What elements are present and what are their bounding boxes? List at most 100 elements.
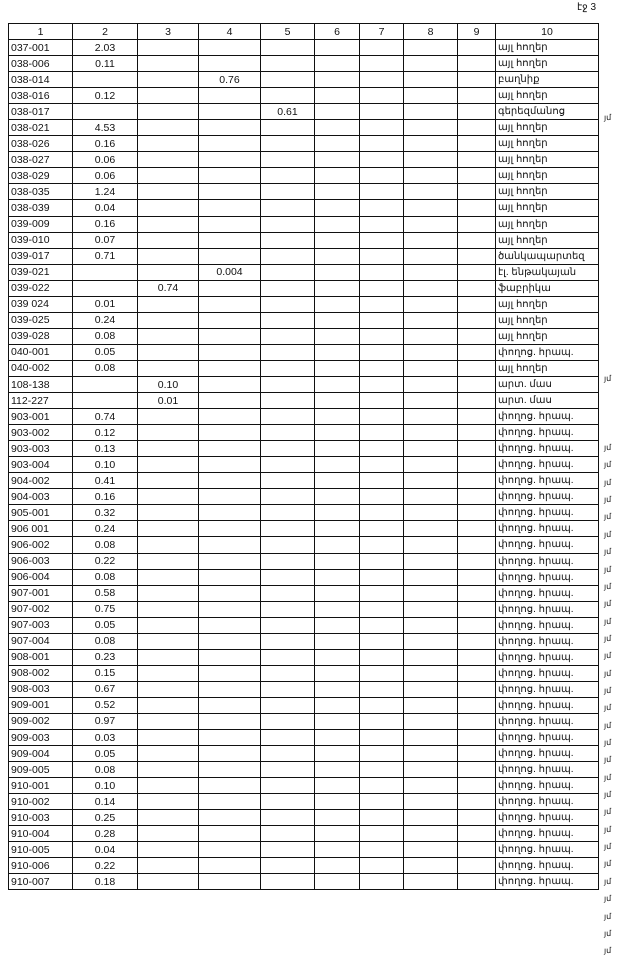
area-cell-col6 [314, 552, 360, 570]
area-cell-col6 [314, 841, 360, 859]
land-use-cell: այլ հողեր [495, 183, 599, 201]
table-row: 910-006 0.22 փողոց. հրապ. [8, 857, 599, 875]
area-cell-col8 [403, 552, 458, 570]
area-cell-col3 [137, 38, 199, 57]
table-row: 906-004 0.08 փողոց. հրապ. [8, 568, 599, 586]
area-cell-col2: 0.32 [72, 504, 138, 522]
area-cell-col3 [137, 135, 199, 153]
area-cell-col7 [359, 135, 404, 153]
area-cell-col2: 0.08 [72, 632, 138, 650]
margin-note: յմ [604, 946, 612, 955]
area-cell-col9 [457, 745, 496, 763]
area-cell-col5 [260, 343, 315, 361]
parcel-code-cell: 039-017 [8, 247, 73, 265]
area-cell-col9 [457, 215, 496, 233]
land-parcel-table: 1 2 3 4 5 6 7 8 9 10 037-001 2.03 այլ հողեր 038-006 0… [8, 23, 599, 891]
table-row: 903-004 0.10 փողոց. հրապ. [8, 456, 599, 474]
area-cell-col2: 0.28 [72, 825, 138, 843]
area-cell-col6 [314, 729, 360, 747]
area-cell-col9 [457, 87, 496, 105]
area-cell-col7 [359, 632, 404, 650]
area-cell-col3: 0.01 [137, 392, 199, 410]
land-use-cell: այլ հողեր [495, 311, 599, 329]
area-cell-col6 [314, 440, 360, 458]
area-cell-col9 [457, 408, 496, 426]
area-cell-col2 [72, 375, 138, 394]
table-row: 910-002 0.14 փողոց. հրապ. [8, 793, 599, 811]
area-cell-col7 [359, 103, 404, 121]
area-cell-col6 [314, 71, 360, 89]
area-cell-col8 [403, 103, 458, 121]
area-cell-col5 [260, 632, 315, 650]
land-use-cell: փողոց. հրապ. [495, 504, 599, 522]
area-cell-col4 [198, 664, 261, 682]
area-cell-col7 [359, 408, 404, 426]
area-cell-col4 [198, 199, 261, 217]
area-cell-col7 [359, 359, 404, 377]
margin-note: յմ [604, 668, 612, 678]
area-cell-col4 [198, 584, 261, 602]
area-cell-col7 [359, 263, 404, 281]
margin-note: յմ [604, 113, 612, 123]
area-cell-col8 [403, 119, 458, 137]
area-cell-col2 [72, 71, 138, 89]
area-cell-col3 [137, 536, 199, 554]
margin-note: յմ [604, 460, 612, 470]
land-use-cell: այլ հողեր [495, 167, 599, 185]
area-cell-col7 [359, 600, 404, 618]
parcel-code-cell: 909-005 [8, 761, 73, 779]
parcel-code-cell: 910-007 [8, 873, 73, 891]
table-row: 039-022 0.74 ֆաբրիկա [8, 279, 599, 297]
table-row: 040-001 0.05 փողոց. հրապ. [8, 343, 599, 361]
area-cell-col6 [314, 616, 360, 634]
area-cell-col6 [314, 215, 360, 233]
margin-note: յմ [604, 529, 612, 539]
area-cell-col4 [198, 183, 261, 201]
area-cell-col6 [314, 343, 360, 361]
area-cell-col6 [314, 183, 360, 201]
area-cell-col5 [260, 536, 315, 554]
table-row: 908-001 0.23 փողոց. հրապ. [8, 648, 599, 666]
parcel-code-cell: 908-002 [8, 664, 73, 682]
table-row: 038-026 0.16 այլ հողեր [8, 135, 599, 153]
area-cell-col5 [260, 199, 315, 217]
area-cell-col8 [403, 151, 458, 169]
area-cell-col6 [314, 488, 360, 506]
area-cell-col2: 0.08 [72, 327, 138, 345]
column-header-10: 10 [495, 23, 599, 40]
area-cell-col7 [359, 215, 404, 233]
area-cell-col4 [198, 841, 261, 859]
table-row: 038-039 0.04 այլ հողեր [8, 199, 599, 217]
table-row: 907-004 0.08 փողոց. հրապ. [8, 632, 599, 650]
area-cell-col6 [314, 424, 360, 442]
area-cell-col6 [314, 472, 360, 490]
parcel-code-cell: 910-002 [8, 793, 73, 811]
table-row: 039-017 0.71 ծանկապարտեզ [8, 247, 599, 265]
area-cell-col6 [314, 55, 360, 73]
table-row: 039-021 0.004 էլ. ենթակայան [8, 263, 599, 281]
area-cell-col5 [260, 873, 315, 891]
area-cell-col8 [403, 311, 458, 329]
area-cell-col5 [260, 263, 315, 281]
margin-note: յմ [604, 443, 612, 453]
area-cell-col4 [198, 38, 261, 57]
land-use-cell: փողոց. հրապ. [495, 456, 599, 474]
area-cell-col7 [359, 375, 404, 394]
land-use-cell: փողոց. հրապ. [495, 440, 599, 458]
table-row: 038-029 0.06 այլ հողեր [8, 167, 599, 185]
table-row: 039-025 0.24 այլ հողեր [8, 311, 599, 329]
area-cell-col8 [403, 600, 458, 618]
area-cell-col9 [457, 343, 496, 361]
area-cell-col7 [359, 552, 404, 570]
area-cell-col6 [314, 712, 360, 731]
table-row: 910-007 0.18 փողոց. հրապ. [8, 873, 599, 891]
area-cell-col6 [314, 392, 360, 410]
area-cell-col8 [403, 440, 458, 458]
area-cell-col6 [314, 664, 360, 682]
area-cell-col6 [314, 745, 360, 763]
margin-note: յմ [604, 824, 612, 834]
area-cell-col2: 0.24 [72, 311, 138, 329]
area-cell-col3 [137, 729, 199, 747]
parcel-code-cell: 909-003 [8, 729, 73, 747]
area-cell-col7 [359, 584, 404, 602]
